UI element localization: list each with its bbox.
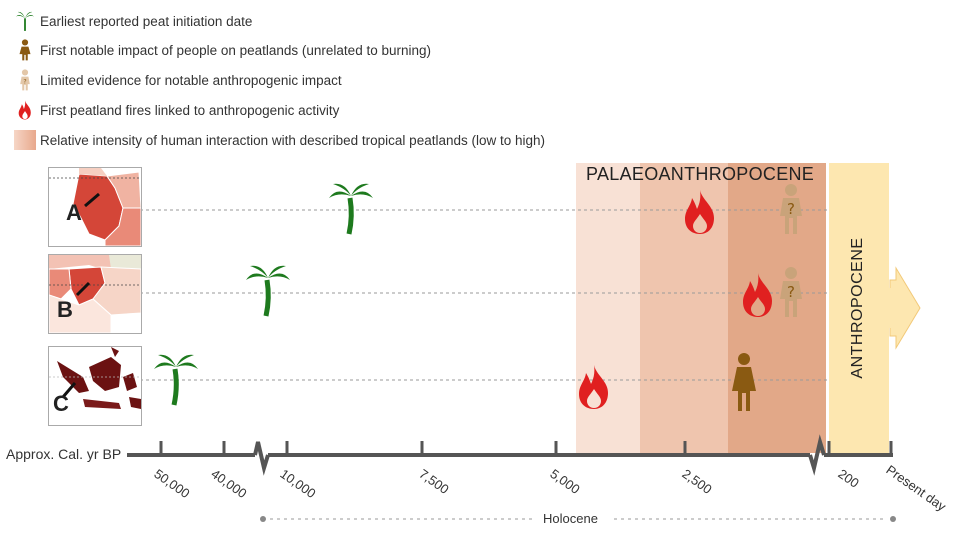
region-letter-b: B [57,297,73,322]
present-arrow-fill [888,276,918,340]
person-icon [732,353,756,411]
palm-tree-icon [12,8,38,34]
person-icon [12,37,38,63]
region-map-a: A [48,167,142,247]
svg-text:?: ? [787,200,795,218]
holocene-label: Holocene [543,511,598,526]
holocene-span [260,516,896,522]
region-map-b: B [48,254,142,334]
time-axis [127,434,893,476]
legend-item-fires: First peatland fires linked to anthropog… [12,97,339,123]
anthropocene-band [829,163,889,453]
svg-text:?: ? [23,78,26,85]
legend-label: Earliest reported peat initiation date [40,13,253,29]
legend-label: First notable impact of people on peatla… [40,42,431,58]
fire-icon [685,190,714,234]
axis-label: Approx. Cal. yr BP [6,446,122,462]
palm-tree-icon [154,354,198,406]
region-map-c: C [48,346,142,426]
region-letter-c: C [53,391,69,416]
person-question-icon: ? [780,184,802,234]
intensity-band-mid [640,163,728,453]
legend-item-intensity: Relative intensity of human interaction … [12,127,545,153]
fire-icon [743,273,772,317]
palm-tree-icon [329,183,373,235]
region-letter-a: A [66,200,82,225]
legend-label: Relative intensity of human interaction … [40,132,546,148]
fire-icon [12,97,38,123]
palaeoanthropocene-label: PALAEOANTHROPOCENE [586,164,815,184]
axis-ticks [159,441,893,455]
svg-text:?: ? [787,283,795,301]
fire-icon [579,365,608,409]
legend-label: First peatland fires linked to anthropog… [40,102,340,118]
person-question-icon: ? [780,267,802,317]
legend-item-peat-initiation: Earliest reported peat initiation date [12,8,252,34]
legend-item-human-impact: First notable impact of people on peatla… [12,37,431,63]
gradient-swatch-icon [12,127,38,153]
legend-label: Limited evidence for notable anthropogen… [40,72,342,88]
legend-item-limited-evidence: ? Limited evidence for notable anthropog… [12,67,342,93]
palm-tree-icon [246,265,290,317]
person-question-icon: ? [12,67,38,93]
